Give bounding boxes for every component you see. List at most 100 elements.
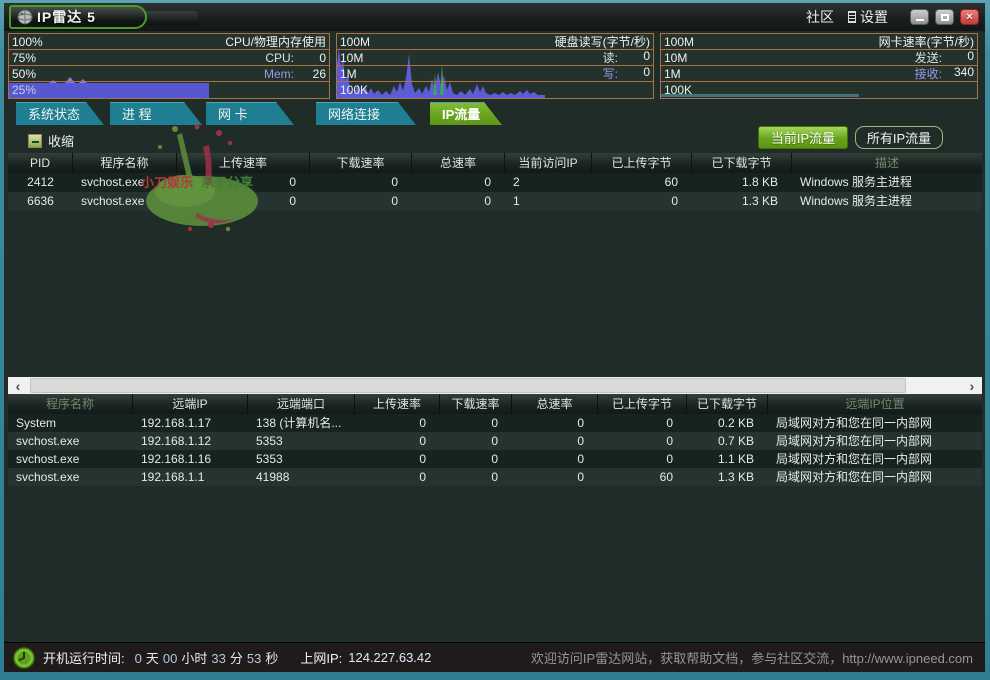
table-row[interactable]: System 192.168.1.17 138 (计算机名... 0 0 0 0 0.2 KB…	[8, 414, 982, 432]
table-row[interactable]: svchost.exe 192.168.1.12 5353 0 0 0 0 0.7 KB 局域网…	[8, 432, 982, 450]
cell: 1.8 KB	[741, 175, 778, 189]
table-row[interactable]: 2412 svchost.exe 0 0 0 2 60 1.8 KB Windows 服务主进程	[8, 173, 982, 192]
uptime-label: 开机运行时间:	[43, 651, 125, 666]
uptime-unit: 小时	[181, 651, 208, 666]
status-bar: 开机运行时间: 0 天 00 小时 33 分 53 秒 上网IP: 124.227.63.42…	[4, 642, 985, 672]
table-header: 程序名称 远端IP 远端端口 上传速率 下载速率 总速率 已上传字节 已下载字节 远端IP位置	[8, 394, 982, 414]
title-bar: IP雷达 5 社区 设置 ×	[4, 3, 985, 31]
tab-1[interactable]: 系统状态	[16, 102, 104, 125]
scrollbar-thumb[interactable]	[30, 378, 906, 393]
community-link[interactable]: 社区	[806, 9, 834, 25]
cell: 0	[484, 194, 491, 208]
metric-label: Mem:	[264, 66, 294, 81]
cell: System	[16, 415, 57, 430]
cell: 1	[513, 194, 520, 208]
table-header: PID 程序名称 上传速率 下载速率 总速率 当前访问IP 已上传字节 已下载字节 描述	[8, 153, 982, 173]
horizontal-scrollbar[interactable]: ‹ ›	[8, 377, 982, 394]
scale-label: 10M	[340, 50, 364, 65]
maximize-button[interactable]	[935, 9, 954, 25]
app-window: IP雷达 5 社区 设置 × 100% CPU/物理内存使用 75% CPU: 0 5…	[4, 3, 985, 672]
metric-value: 0	[643, 65, 650, 79]
cell: svchost.exe	[81, 194, 145, 208]
uptime-number: 00	[162, 651, 178, 666]
cell: 0	[391, 175, 398, 189]
close-button[interactable]: ×	[960, 9, 979, 25]
cell: 192.168.1.17	[141, 415, 212, 430]
column-header[interactable]: 下载速率	[440, 394, 512, 414]
column-header[interactable]: 总速率	[412, 153, 505, 173]
scroll-right-button[interactable]: ›	[969, 377, 975, 394]
network-speed-panel: 100M 网卡速率(字节/秒) 10M 发送: 0 1M 接收: 340 100K	[660, 33, 978, 99]
collapse-toggle[interactable]: 收缩	[28, 131, 74, 150]
app-logo: IP雷达 5	[9, 5, 147, 29]
tab-4[interactable]: 网络连接	[316, 102, 416, 125]
panel-row: 25%	[9, 82, 329, 98]
metric-label: 写:	[602, 67, 618, 81]
column-header[interactable]: 上传速率	[355, 394, 440, 414]
column-header[interactable]: 总速率	[512, 394, 598, 414]
table-row[interactable]: svchost.exe 192.168.1.16 5353 0 0 0 0 1.1 KB 局域网…	[8, 450, 982, 468]
panel-row: 100% CPU/物理内存使用	[9, 34, 329, 50]
cell: 41988	[256, 469, 290, 484]
cell: 0	[419, 415, 426, 430]
scale-label: 100K	[664, 83, 693, 97]
column-header[interactable]: 程序名称	[73, 153, 177, 173]
column-header[interactable]: 远端端口	[248, 394, 355, 414]
column-header[interactable]: 下载速率	[310, 153, 412, 173]
close-icon: ×	[966, 11, 973, 23]
cell: 0	[666, 415, 673, 430]
column-header[interactable]: 已下载字节	[687, 394, 768, 414]
table-row[interactable]: 6636 svchost.exe 0 0 0 1 0 1.3 KB Windows 服务主进程	[8, 192, 982, 211]
cell: 0	[419, 451, 426, 466]
scroll-left-button[interactable]: ‹	[15, 377, 21, 394]
settings-button[interactable]: 设置	[848, 7, 888, 27]
column-header[interactable]: 当前访问IP	[505, 153, 592, 173]
cell: 0	[419, 469, 426, 484]
cell: 60	[659, 469, 673, 484]
metric-label: CPU:	[265, 50, 294, 65]
column-header[interactable]: 远端IP位置	[845, 397, 905, 411]
scale-label: 50%	[12, 66, 37, 81]
tab-5[interactable]: IP流量	[430, 102, 502, 125]
column-header[interactable]: 远端IP	[133, 394, 248, 414]
column-header[interactable]: 上传速率	[177, 153, 310, 173]
wan-ip-label: 上网IP:	[300, 651, 343, 666]
all-ip-traffic-button[interactable]: 所有IP流量	[855, 126, 943, 149]
cell: 192.168.1.1	[141, 469, 205, 484]
column-header[interactable]: 已下载字节	[692, 153, 792, 173]
cell: 192.168.1.12	[141, 433, 212, 448]
column-header[interactable]: 已上传字节	[598, 394, 687, 414]
promo-text[interactable]: 欢迎访问IP雷达网站，获取帮助文档，参与社区交流，http://www.ipne…	[530, 651, 973, 666]
metric-value: 0	[967, 49, 974, 63]
remote-connections-table: 程序名称 远端IP 远端端口 上传速率 下载速率 总速率 已上传字节 已下载字节 远端IP位置 …	[8, 394, 982, 486]
tab-3[interactable]: 网 卡	[206, 102, 294, 125]
cell: 1.1 KB	[717, 451, 754, 466]
panel-row: 50% Mem: 26	[9, 66, 329, 82]
metric-label: 读:	[602, 51, 618, 65]
scale-label: 100M	[664, 34, 695, 49]
current-ip-traffic-button[interactable]: 当前IP流量	[758, 126, 848, 149]
uptime-unit: 分	[229, 651, 243, 666]
cell: 0	[289, 175, 296, 189]
cell: 1.3 KB	[717, 469, 754, 484]
column-header[interactable]: 描述	[874, 156, 899, 170]
column-header[interactable]: 程序名称	[8, 394, 133, 414]
settings-label: 设置	[860, 9, 888, 25]
tab-bar: 系统状态进 程网 卡网络连接 IP流量	[4, 102, 985, 125]
cell: 5353	[256, 433, 283, 448]
title-bar-actions: 社区 设置 ×	[806, 3, 979, 31]
cell: 局域网对方和您在同一内部网	[776, 433, 933, 448]
metric-value: 0	[319, 50, 326, 65]
table-row[interactable]: svchost.exe 192.168.1.1 41988 0 0 0 60 1.3 KB 局域…	[8, 468, 982, 486]
cell: 0	[484, 175, 491, 189]
panel-row: 100K	[337, 82, 653, 98]
minimize-button[interactable]	[910, 9, 929, 25]
column-header[interactable]: 已上传字节	[592, 153, 692, 173]
cell: 0	[577, 415, 584, 430]
cell: 0	[577, 451, 584, 466]
uptime-value: 0 天 00 小时 33 分 53 秒	[131, 648, 279, 667]
column-header[interactable]: PID	[8, 153, 73, 173]
metric-value: 0	[643, 49, 650, 63]
cell: 局域网对方和您在同一内部网	[776, 451, 933, 466]
tab-2[interactable]: 进 程	[110, 102, 202, 125]
